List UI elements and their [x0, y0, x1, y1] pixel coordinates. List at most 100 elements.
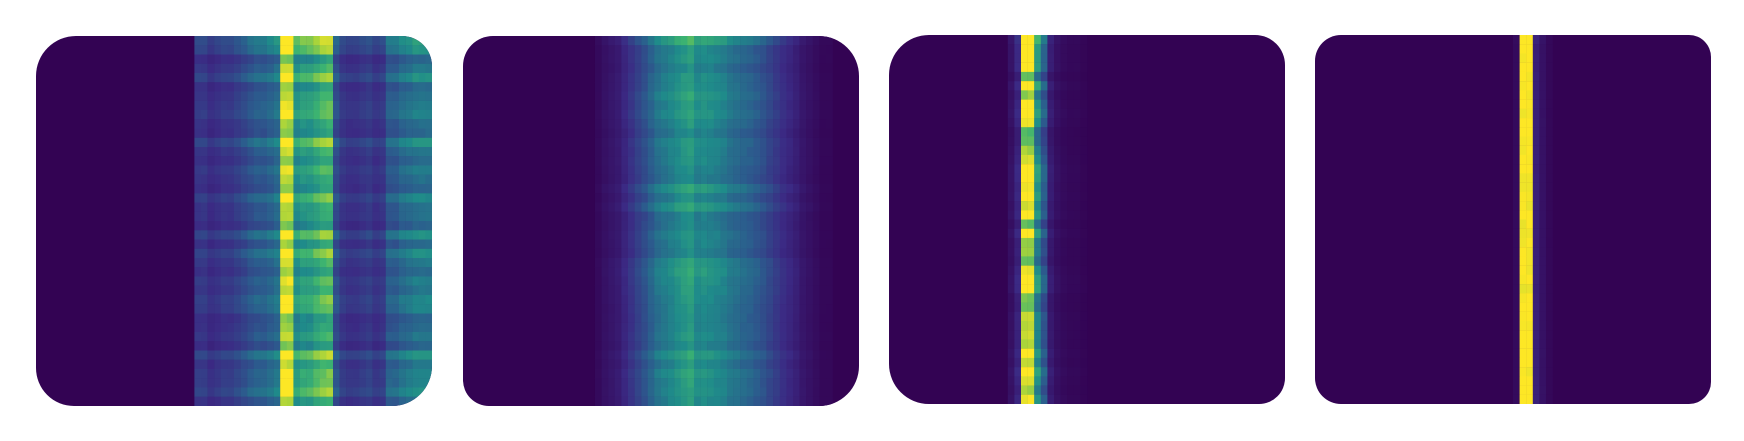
heatmap-cell: [326, 119, 334, 129]
heatmap-cell: [1513, 154, 1520, 165]
heatmap-cell: [352, 396, 360, 406]
heatmap-cell: [621, 304, 629, 314]
heatmap-cell: [1040, 367, 1048, 377]
heatmap-cell: [799, 128, 807, 138]
heatmap-cell: [234, 295, 241, 305]
heatmap-cell: [661, 239, 668, 249]
heatmap-cell: [674, 73, 681, 83]
heatmap-cell: [412, 54, 419, 64]
heatmap-cell: [594, 63, 602, 74]
heatmap-cell: [412, 100, 419, 111]
heatmap-cell: [352, 295, 360, 305]
heatmap-cell: [773, 45, 780, 55]
heatmap-cell: [720, 36, 728, 46]
heatmap-cell: [379, 54, 387, 64]
heatmap-cell: [1034, 71, 1042, 82]
heatmap-cell: [392, 350, 400, 360]
heatmap-cell: [674, 91, 681, 101]
heatmap-cell: [1027, 348, 1035, 359]
heatmap-cell: [786, 82, 794, 92]
heatmap-cell: [247, 36, 254, 46]
heatmap-cell: [1513, 265, 1520, 276]
heatmap-cell: [346, 211, 353, 222]
heatmap-cell: [418, 396, 426, 406]
heatmap-cell: [786, 295, 794, 305]
heatmap-cell: [733, 285, 741, 296]
heatmap-cell: [1526, 385, 1533, 395]
heatmap-cell: [412, 137, 419, 148]
heatmap-cell: [746, 341, 754, 351]
heatmap-cell: [760, 341, 767, 351]
heatmap-cell: [247, 369, 254, 379]
heatmap-cell: [425, 350, 432, 360]
heatmap-cell: [240, 313, 248, 323]
heatmap-cell: [273, 387, 281, 397]
heatmap-cell: [273, 285, 281, 296]
heatmap-cell: [634, 119, 642, 129]
heatmap-cell: [201, 147, 208, 157]
heatmap-cell: [412, 211, 419, 222]
heatmap-cell: [286, 174, 294, 185]
heatmap-cell: [1014, 99, 1022, 109]
heatmap-cell: [779, 276, 787, 286]
heatmap-cell: [207, 396, 215, 406]
heatmap-cell: [746, 230, 754, 240]
heatmap-cell: [194, 110, 202, 120]
heatmap-cell: [746, 267, 754, 277]
heatmap-cell: [766, 73, 774, 83]
heatmap-cell: [819, 295, 827, 305]
heatmap-cell: [601, 313, 609, 323]
heatmap-cell: [253, 378, 261, 388]
heatmap-cell: [1067, 302, 1074, 312]
heatmap-cell: [707, 322, 715, 333]
heatmap-cell: [1539, 228, 1547, 239]
heatmap-cell: [687, 221, 695, 231]
heatmap-cell: [621, 369, 629, 379]
heatmap-cell: [753, 369, 761, 379]
heatmap-cell: [280, 276, 288, 286]
heatmap-cell: [680, 378, 688, 388]
heatmap-cell: [240, 248, 248, 259]
heatmap-cell: [760, 174, 767, 185]
heatmap-cell: [707, 350, 715, 360]
heatmap-cell: [379, 137, 387, 148]
heatmap-cell: [286, 396, 294, 406]
heatmap-cell: [1014, 330, 1022, 340]
heatmap-cell: [1073, 219, 1081, 229]
heatmap-cell: [654, 359, 662, 370]
heatmap-cell: [214, 63, 221, 74]
heatmap-cell: [746, 221, 754, 231]
heatmap-cell: [608, 91, 616, 101]
heatmap-cell: [674, 239, 681, 249]
heatmap-cell: [740, 82, 747, 92]
heatmap-cell: [693, 313, 701, 323]
heatmap-cell: [280, 387, 288, 397]
heatmap-cell: [713, 82, 721, 92]
heatmap-cell: [418, 110, 426, 120]
heatmap-cell: [1519, 173, 1527, 183]
heatmap-cell: [412, 295, 419, 305]
heatmap-cell: [1027, 330, 1035, 340]
heatmap-cell: [1073, 118, 1081, 128]
heatmap-cell: [293, 396, 301, 406]
heatmap-cell: [1526, 376, 1533, 386]
heatmap-cell: [700, 137, 708, 148]
heatmap-cell: [306, 156, 314, 166]
heatmap-cell: [720, 378, 728, 388]
heatmap-cell: [621, 267, 629, 277]
heatmap-cell: [352, 147, 360, 157]
heatmap-cell: [628, 239, 635, 249]
heatmap-cell: [740, 128, 747, 138]
heatmap-cell: [700, 45, 708, 55]
heatmap-cell: [674, 285, 681, 296]
heatmap-cell: [654, 369, 662, 379]
heatmap-cell: [412, 341, 419, 351]
heatmap-cell: [661, 36, 668, 46]
heatmap-cell: [352, 304, 360, 314]
heatmap-cell: [333, 369, 340, 379]
heatmap-cell: [234, 313, 241, 323]
heatmap-cell: [1047, 99, 1055, 109]
heatmap-cell: [1034, 394, 1042, 404]
heatmap-cell: [608, 230, 616, 240]
heatmap-cell: [1027, 154, 1035, 165]
